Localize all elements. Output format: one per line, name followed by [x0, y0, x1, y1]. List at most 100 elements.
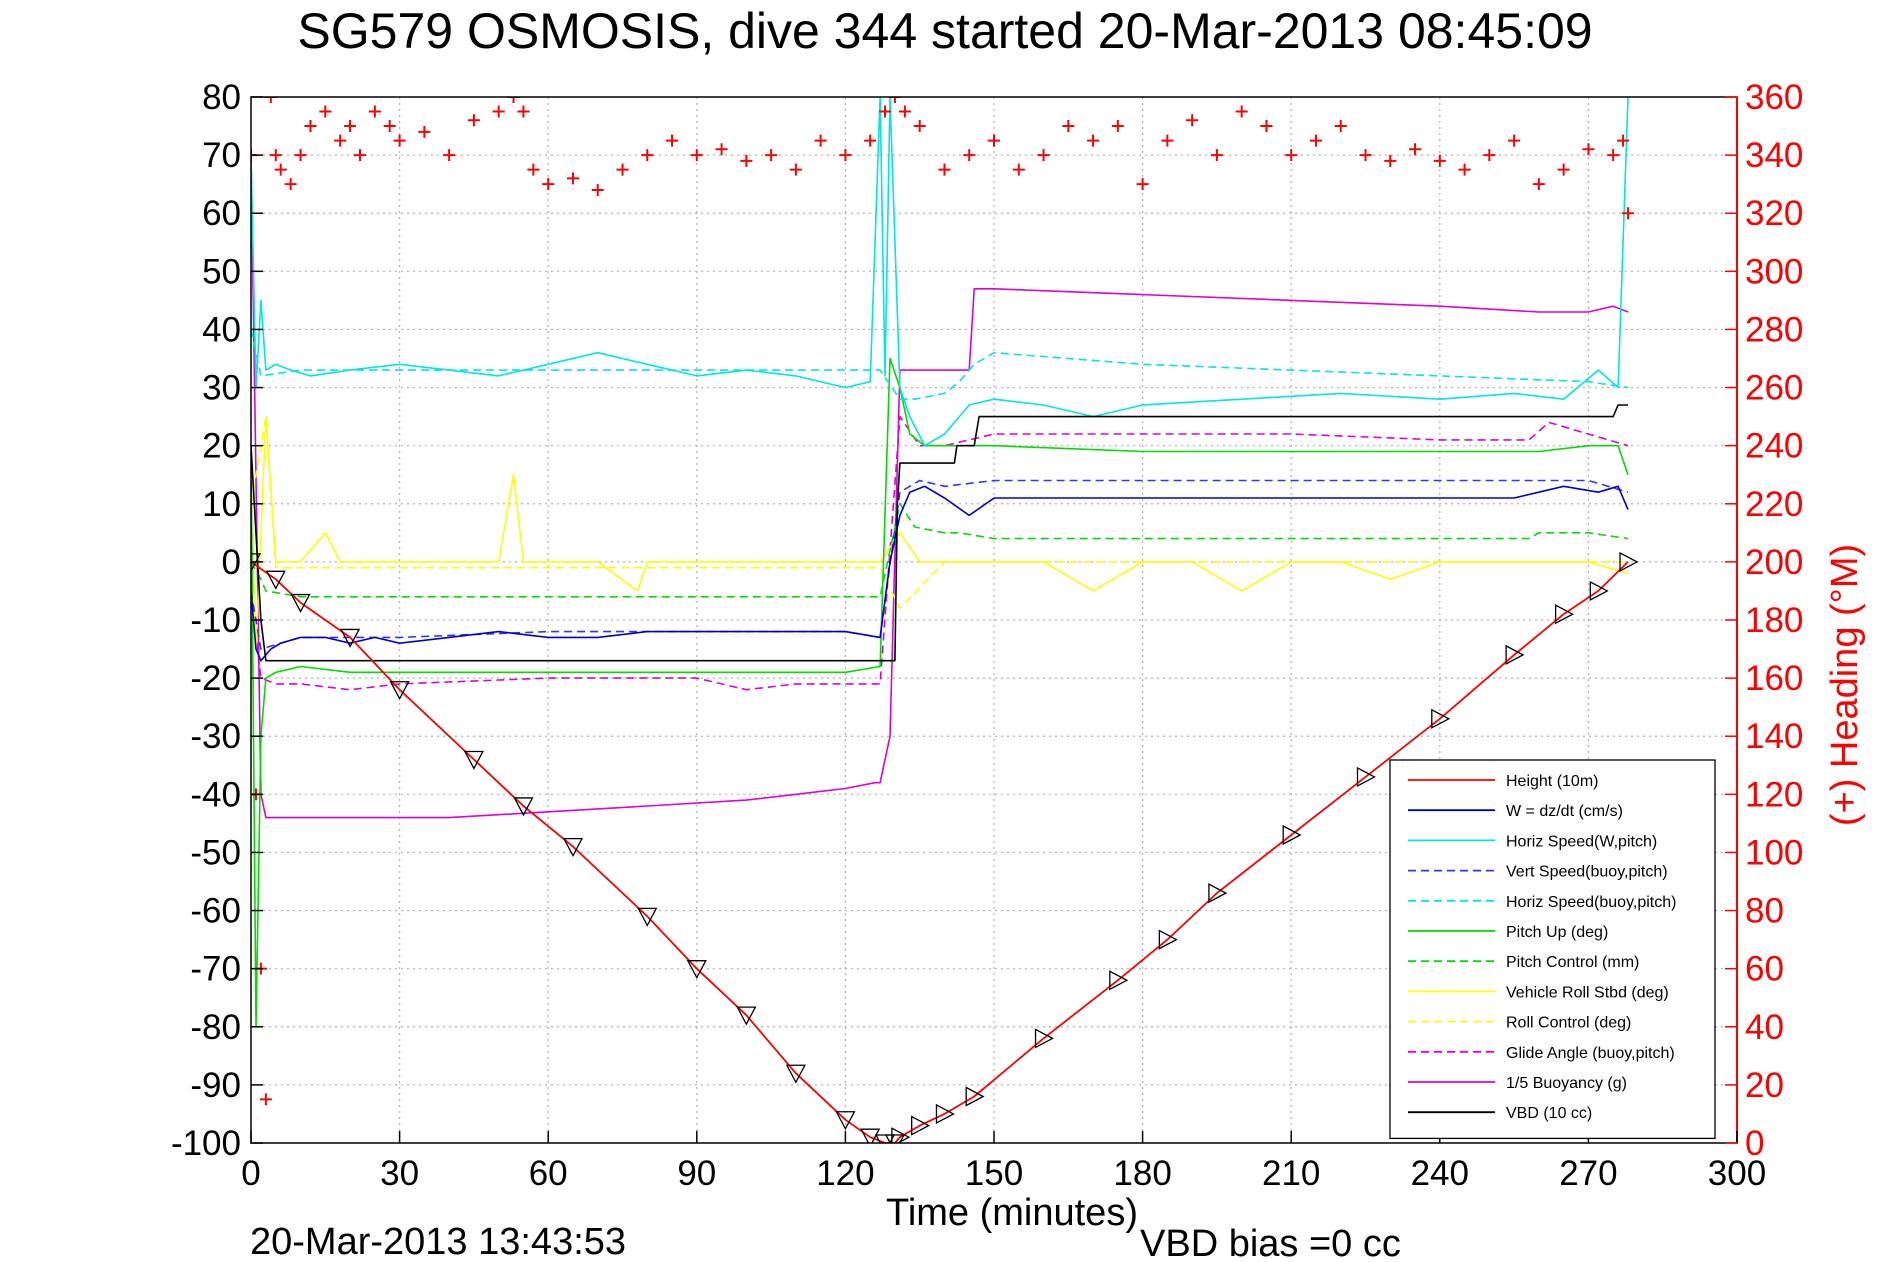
depth-marker	[884, 1134, 906, 1143]
heading-marker	[1235, 105, 1248, 118]
right-tick-label: 340	[1745, 136, 1803, 175]
x-tick-label: 210	[1262, 1154, 1320, 1193]
heading-marker	[864, 134, 877, 147]
heading-marker	[963, 149, 976, 162]
x-tick-label: 90	[677, 1154, 716, 1193]
x-tick-label: 150	[965, 1154, 1023, 1193]
depth-marker	[1109, 970, 1129, 991]
heading-marker	[879, 105, 892, 118]
heading-marker	[353, 149, 366, 162]
heading-marker	[492, 105, 505, 118]
right-tick-label: 140	[1745, 717, 1803, 756]
depth-marker	[290, 593, 311, 613]
right-tick-label: 260	[1745, 369, 1803, 408]
grid	[251, 97, 1737, 1143]
depth-marker	[1282, 824, 1302, 846]
heading-marker	[1458, 163, 1471, 176]
heading-marker	[814, 134, 827, 147]
heading-marker	[839, 149, 852, 162]
series-line-buoyancy	[251, 155, 1629, 819]
legend-label-pitch: Pitch Up (deg)	[1506, 924, 1608, 941]
right-tick-label: 120	[1745, 775, 1803, 814]
depth-marker	[935, 1103, 955, 1125]
depth-marker	[1356, 766, 1376, 787]
heading-marker	[259, 1093, 272, 1106]
depth-marker	[1431, 708, 1451, 729]
heading-marker	[1285, 149, 1298, 162]
depth-marker	[874, 1134, 896, 1143]
heading-marker	[418, 125, 431, 138]
heading-marker	[591, 183, 604, 196]
heading-marker	[740, 154, 753, 167]
heading-marker	[1087, 134, 1100, 147]
heading-marker	[641, 149, 654, 162]
y-tick-label: -50	[190, 833, 241, 872]
depth-marker	[835, 1111, 856, 1131]
right-tick-label: 280	[1745, 310, 1803, 349]
right-tick-label: 160	[1745, 659, 1803, 698]
heading-marker	[690, 149, 703, 162]
heading-marker	[383, 120, 396, 133]
legend-label-horiz-speed: Horiz Speed(W,pitch)	[1506, 833, 1657, 850]
right-tick-label: 360	[1745, 78, 1803, 117]
series-line-roll	[251, 415, 1629, 650]
depth-marker	[562, 837, 584, 858]
heading-marker	[1532, 178, 1545, 191]
depth-marker	[637, 907, 658, 927]
depth-marker	[1208, 883, 1228, 904]
heading-marker	[294, 149, 307, 162]
depth-marker	[389, 681, 410, 701]
heading-marker	[1210, 149, 1223, 162]
heading-marker	[1062, 120, 1075, 133]
depth-marker	[911, 1115, 931, 1136]
axes: 0 30 60 90 120 150 180 210 240 270 300-100-90-80-7…	[171, 78, 1803, 1193]
heading-marker	[666, 134, 679, 147]
chart-title: SG579 OSMOSIS, dive 344 started 20-Mar-2…	[297, 3, 1592, 59]
right-tick-label: 300	[1745, 252, 1803, 291]
depth-marker	[965, 1086, 985, 1107]
heading-marker	[1037, 149, 1050, 162]
legend-label-roll-control: Roll Control (deg)	[1506, 1015, 1631, 1032]
depth-marker	[860, 1128, 881, 1143]
y-tick-label: -90	[190, 1066, 241, 1105]
heading-marker	[1111, 120, 1124, 133]
footer-vbd-bias: VBD bias =0 cc	[1140, 1223, 1401, 1262]
heading-marker	[334, 134, 347, 147]
heading-marker	[1508, 134, 1521, 147]
y-tick-label: -80	[190, 1008, 241, 1047]
heading-marker	[269, 149, 282, 162]
legend-label-vbd: VBD (10 cc)	[1506, 1105, 1592, 1122]
y-tick-label: 30	[202, 369, 241, 408]
x-tick-label: 180	[1113, 1154, 1171, 1193]
legend-label-buoyancy: 1/5 Buoyancy (g)	[1506, 1075, 1627, 1092]
heading-marker	[1359, 149, 1372, 162]
heading-marker	[1607, 149, 1620, 162]
heading-marker	[1557, 163, 1570, 176]
heading-marker	[1012, 163, 1025, 176]
y-tick-label: 20	[202, 427, 241, 466]
heading-marker	[1260, 120, 1273, 133]
heading-marker	[393, 134, 406, 147]
right-tick-label: 200	[1745, 543, 1803, 582]
right-tick-label: 60	[1745, 950, 1784, 989]
depth-marker	[686, 960, 707, 980]
right-tick-label: 220	[1745, 485, 1803, 524]
series-line-glide-angle	[251, 415, 1629, 691]
legend-label-horiz-speed-buoy: Horiz Speed(buoy,pitch)	[1506, 894, 1676, 911]
y-tick-label: 10	[202, 485, 241, 524]
heading-marker	[542, 178, 555, 191]
heading-marker	[888, 97, 901, 103]
right-axis-label: (+) Heading (°M)	[1824, 544, 1866, 826]
depth-marker	[1505, 644, 1525, 665]
x-axis-label: Time (minutes)	[886, 1192, 1138, 1234]
footer-timestamp: 20-Mar-2013 13:43:53	[250, 1221, 626, 1262]
depth-marker	[785, 1064, 806, 1084]
series-line-horiz-speed-buoy	[251, 329, 1629, 401]
y-tick-label: -60	[190, 892, 241, 931]
depth-marker	[265, 570, 286, 590]
heading-marker	[517, 105, 530, 118]
y-tick-label: -10	[190, 601, 241, 640]
right-tick-label: 0	[1745, 1124, 1764, 1163]
heading-marker	[284, 178, 297, 191]
x-tick-label: 300	[1708, 1154, 1766, 1193]
